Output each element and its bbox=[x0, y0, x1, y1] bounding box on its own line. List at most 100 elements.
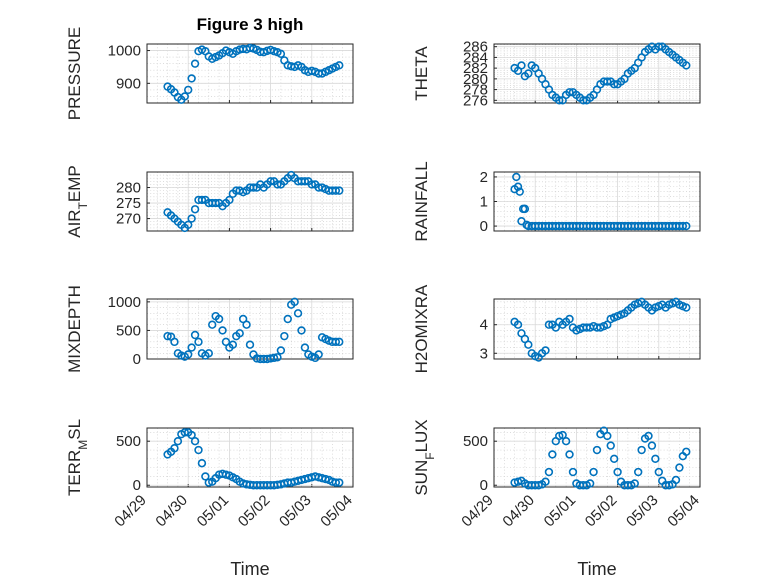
data-point bbox=[184, 220, 193, 229]
data-point bbox=[269, 353, 279, 363]
data-point bbox=[520, 204, 530, 214]
data-point bbox=[273, 353, 282, 362]
x-tick-label: 04/29 bbox=[111, 492, 150, 531]
x-tick-label: 05/01 bbox=[541, 492, 580, 531]
data-point bbox=[197, 459, 207, 468]
data-point bbox=[603, 77, 612, 86]
data-point bbox=[235, 329, 244, 338]
y-tick-label: 500 bbox=[463, 433, 488, 450]
data-point bbox=[654, 467, 663, 477]
data-point bbox=[613, 467, 622, 477]
y-tick-label: 270 bbox=[116, 211, 141, 228]
data-point bbox=[194, 337, 203, 347]
y-tick-label: 500 bbox=[116, 322, 141, 339]
data-point bbox=[190, 330, 200, 340]
y-axis-label: MIXDEPTH bbox=[65, 285, 84, 373]
y-axis-label: TERRMSL bbox=[65, 419, 90, 496]
axes-border bbox=[493, 43, 701, 104]
data-point bbox=[197, 195, 207, 205]
x-tick-label: 05/04 bbox=[664, 492, 703, 531]
data-point bbox=[565, 314, 574, 324]
axes-border bbox=[493, 171, 701, 232]
y-tick-label: 0 bbox=[133, 351, 141, 368]
y-tick-label: 500 bbox=[116, 433, 141, 450]
data-point bbox=[541, 477, 550, 486]
data-point bbox=[280, 331, 289, 341]
data-point bbox=[163, 331, 172, 341]
data-point bbox=[276, 346, 286, 355]
x-axis-label: Time bbox=[577, 559, 616, 579]
data-point bbox=[331, 478, 341, 487]
data-point bbox=[513, 182, 523, 191]
data-point bbox=[221, 470, 231, 479]
axes-pressure: 900 1000 PRESSURE Figure 3 high bbox=[65, 15, 354, 120]
data-point bbox=[211, 198, 220, 208]
data-point bbox=[331, 337, 341, 347]
y-axis-label: AIRTEMP bbox=[65, 165, 90, 238]
data-point bbox=[524, 340, 533, 349]
data-point bbox=[630, 479, 639, 488]
axes-rainfall: 0 1 2 RAINFALL bbox=[412, 161, 701, 242]
data-point bbox=[335, 61, 344, 70]
data-point bbox=[300, 343, 310, 352]
y-tick-label: 275 bbox=[116, 195, 141, 212]
data-point bbox=[190, 205, 200, 214]
data-point bbox=[565, 450, 574, 459]
data-point bbox=[682, 447, 691, 456]
data-point bbox=[544, 467, 554, 477]
x-tick-label: 05/01 bbox=[194, 492, 233, 531]
data-point bbox=[561, 437, 571, 446]
data-point bbox=[266, 177, 275, 186]
data-point bbox=[321, 474, 330, 484]
data-point bbox=[335, 478, 344, 487]
y-axis-label: RAINFALL bbox=[412, 161, 431, 241]
y-tick-label: 1000 bbox=[108, 294, 141, 311]
data-point bbox=[541, 346, 550, 355]
x-tick-label: 05/02 bbox=[235, 492, 274, 531]
data-point bbox=[290, 297, 299, 307]
y-tick-label: 280 bbox=[463, 71, 488, 88]
data-point bbox=[515, 187, 524, 196]
axes-border bbox=[146, 171, 354, 232]
data-point bbox=[589, 467, 598, 477]
data-point bbox=[225, 195, 234, 205]
data-point bbox=[544, 320, 554, 329]
data-point bbox=[201, 472, 210, 481]
axes-sun-flux: 0 500 04/29 04/30 05/01 05/02 05/03 05/04 SUNFLU… bbox=[412, 419, 703, 579]
data-point bbox=[335, 186, 344, 195]
data-point bbox=[204, 349, 214, 358]
data-point bbox=[249, 183, 258, 192]
data-point bbox=[592, 445, 602, 455]
data-point bbox=[534, 481, 543, 490]
x-axis-label: Time bbox=[230, 559, 269, 579]
y-tick-label: 3 bbox=[480, 345, 488, 362]
chart-title: Figure 3 high bbox=[197, 15, 304, 34]
data-point bbox=[283, 314, 292, 324]
y-tick-label: 276 bbox=[463, 92, 488, 109]
y-tick-label: 1000 bbox=[108, 43, 141, 60]
data-point bbox=[609, 454, 619, 464]
data-point bbox=[228, 340, 238, 349]
data-point bbox=[187, 214, 196, 223]
data-point bbox=[647, 441, 657, 450]
data-point bbox=[331, 186, 341, 195]
x-tick-label: 05/03 bbox=[623, 492, 662, 531]
data-point bbox=[585, 479, 595, 488]
data-point bbox=[682, 221, 691, 231]
y-tick-label: 0 bbox=[480, 218, 488, 235]
data-point bbox=[606, 441, 615, 450]
x-tick-label: 04/29 bbox=[458, 492, 497, 531]
y-axis-label: H2OMIXRA bbox=[412, 284, 431, 373]
data-point bbox=[517, 61, 526, 70]
y-axis-label: SUNFLUX bbox=[412, 419, 437, 495]
data-point bbox=[512, 172, 521, 182]
data-point bbox=[214, 314, 224, 324]
data-point bbox=[208, 320, 217, 329]
y-tick-label: 900 bbox=[116, 75, 141, 92]
y-axis-label: THETA bbox=[412, 46, 431, 101]
data-point bbox=[555, 96, 564, 105]
data-point bbox=[671, 475, 681, 485]
